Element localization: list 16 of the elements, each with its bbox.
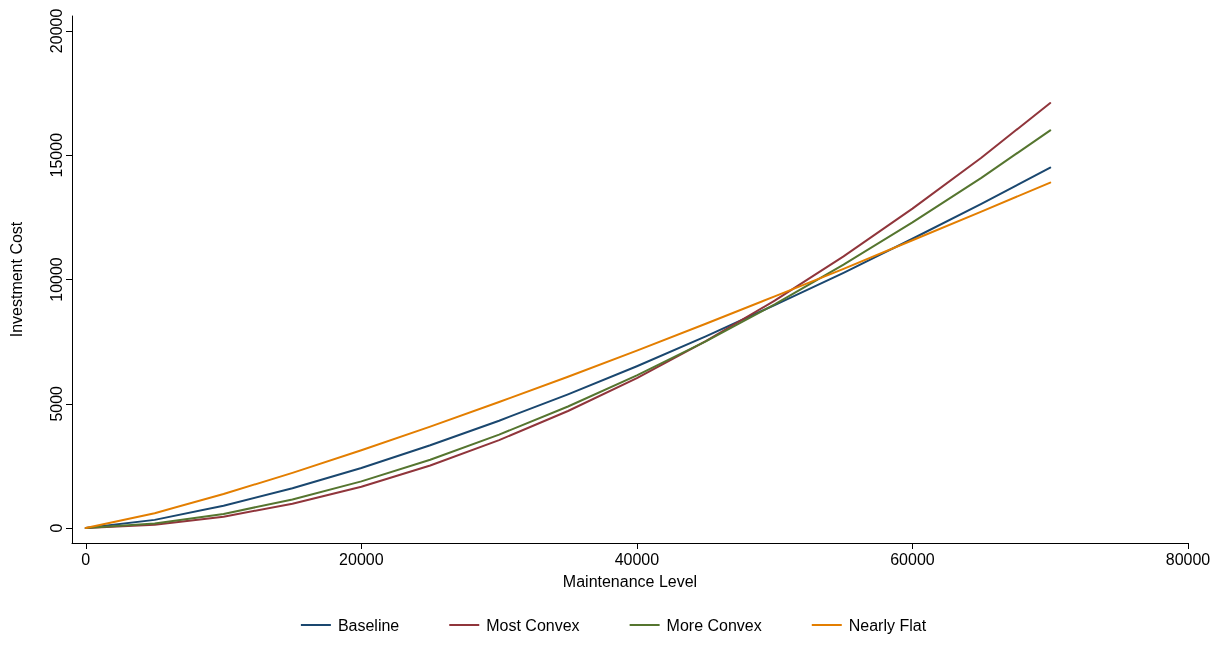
y-axis-title: Investment Cost [7, 221, 25, 338]
x-axis-title: Maintenance Level [562, 572, 698, 590]
y-tick-label: 15000 [47, 132, 65, 178]
y-tick-label: 5000 [47, 385, 65, 422]
legend-label: More Convex [666, 616, 762, 634]
x-tick-label: 20000 [339, 550, 384, 568]
x-tick-label: 80000 [1165, 550, 1211, 568]
y-tick-label: 10000 [47, 257, 65, 302]
x-tick-label: 0 [81, 550, 91, 568]
y-tick-label: 20000 [47, 8, 65, 54]
legend-label: Most Convex [486, 616, 580, 634]
x-tick-label: 40000 [614, 550, 660, 568]
x-tick-label: 60000 [890, 550, 935, 568]
y-tick-label: 0 [47, 523, 65, 533]
legend-label: Nearly Flat [848, 616, 927, 634]
legend-label: Baseline [337, 616, 400, 634]
